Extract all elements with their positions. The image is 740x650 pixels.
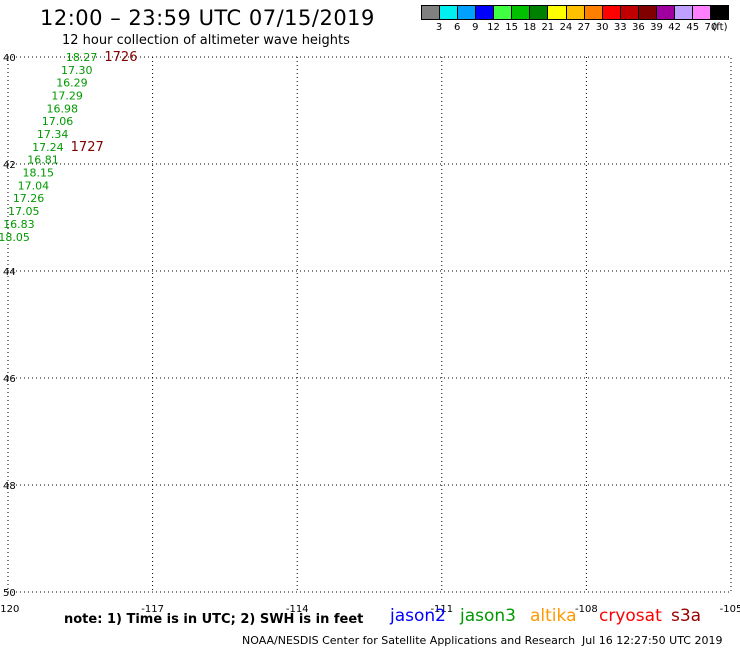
legend-label: 33 [613,22,627,33]
legend-swatch [602,6,621,19]
footnote: note: 1) Time is in UTC; 2) SWH is in fe… [64,612,364,627]
legend-swatch [512,6,531,19]
swh-value-label: 17.29 [51,90,83,103]
longitude-tick-label: -111 [430,604,453,615]
legend-label: 27 [577,22,591,33]
latitude-tick-label: 40 [3,53,16,64]
map-title: 12:00 – 23:59 UTC 07/15/2019 [40,6,375,30]
legend-label: 70 [704,22,718,33]
swh-value-label: 16.98 [47,102,78,115]
generated-timestamp: Jul 16 12:27:50 UTC 2019 [582,634,723,647]
legend-label: 24 [559,22,573,33]
swh-value-label: 18.05 [0,231,30,244]
satellite-altika-label: altika [530,606,577,626]
swh-value-label: 16.83 [3,218,35,231]
legend-swatch [674,6,693,19]
legend-swatch [656,6,675,19]
swh-value-label: 17.06 [42,115,74,128]
legend-swatch [476,6,495,19]
latitude-tick-label: 42 [3,160,16,171]
credit-text: NOAA/NESDIS Center for Satellite Applica… [242,634,576,647]
legend-label: 45 [686,22,700,33]
swh-value-label: 17.05 [8,205,40,218]
legend-swatch [584,6,603,19]
legend-swatch [458,6,477,19]
legend-label: 18 [523,22,537,33]
latitude-tick-label: 44 [3,267,16,278]
longitude-tick-label: -108 [575,604,598,615]
swh-value-label: 17.30 [61,64,93,77]
swh-value-label: 17.24 [32,141,64,154]
legend-swatch [566,6,585,19]
legend-label: 39 [650,22,663,33]
legend-label: 12 [487,22,500,33]
wave-height-legend: 3 6 9 12 15 18 21 24 27 30 33 36 39 42 45 70 (ft) [421,5,729,34]
time-label: 1726 [104,50,137,65]
legend-swatch [711,6,729,19]
swh-value-label: 17.04 [18,179,50,192]
legend-label: 3 [435,22,443,33]
legend-swatch [494,6,513,19]
legend-swatch [440,6,459,19]
legend-label: 6 [454,22,461,33]
swh-value-label: 17.34 [37,128,69,141]
map-subtitle: 12 hour collection of altimeter wave hei… [62,33,350,48]
satellite-s3a-label: s3a [671,606,702,626]
longitude-tick-label: -117 [141,604,164,615]
legend-label: 30 [595,22,609,33]
legend-label: 21 [541,22,555,33]
swh-value-label: 18.27 [66,51,98,64]
legend-swatch [692,6,711,19]
swh-value-label: 16.81 [27,154,58,167]
longitude-tick-label: -114 [286,604,309,615]
time-label: 1727 [71,140,104,155]
swh-value-label: 16.29 [56,77,87,90]
legend-label: 36 [632,22,645,33]
map-frame [7,56,732,593]
legend-labels: 3 6 9 12 15 18 21 24 27 30 33 36 39 42 45 70 (ft) [421,20,729,34]
legend-swatches [421,5,729,20]
latitude-tick-label: 46 [3,374,16,385]
legend-swatch [638,6,657,19]
latitude-tick-label: 48 [3,481,16,492]
legend-label: 9 [472,22,479,33]
longitude-tick-label: -105 [720,604,740,615]
legend-swatch [620,6,639,19]
legend-label: 15 [505,22,518,33]
satellite-cryosat-label: cryosat [599,606,662,626]
swh-value-label: 18.15 [22,167,54,180]
legend-swatch [530,6,549,19]
longitude-tick-label: -120 [0,604,19,615]
legend-swatch [548,6,567,19]
swh-value-label: 17.26 [13,192,45,205]
legend-swatch [422,6,441,19]
satellite-jason3-label: jason3 [460,606,516,626]
satellite-jason2-label: jason2 [390,606,446,626]
legend-label: (ft) [712,22,728,33]
legend-label: 42 [668,22,682,33]
latitude-tick-label: 50 [3,588,16,599]
